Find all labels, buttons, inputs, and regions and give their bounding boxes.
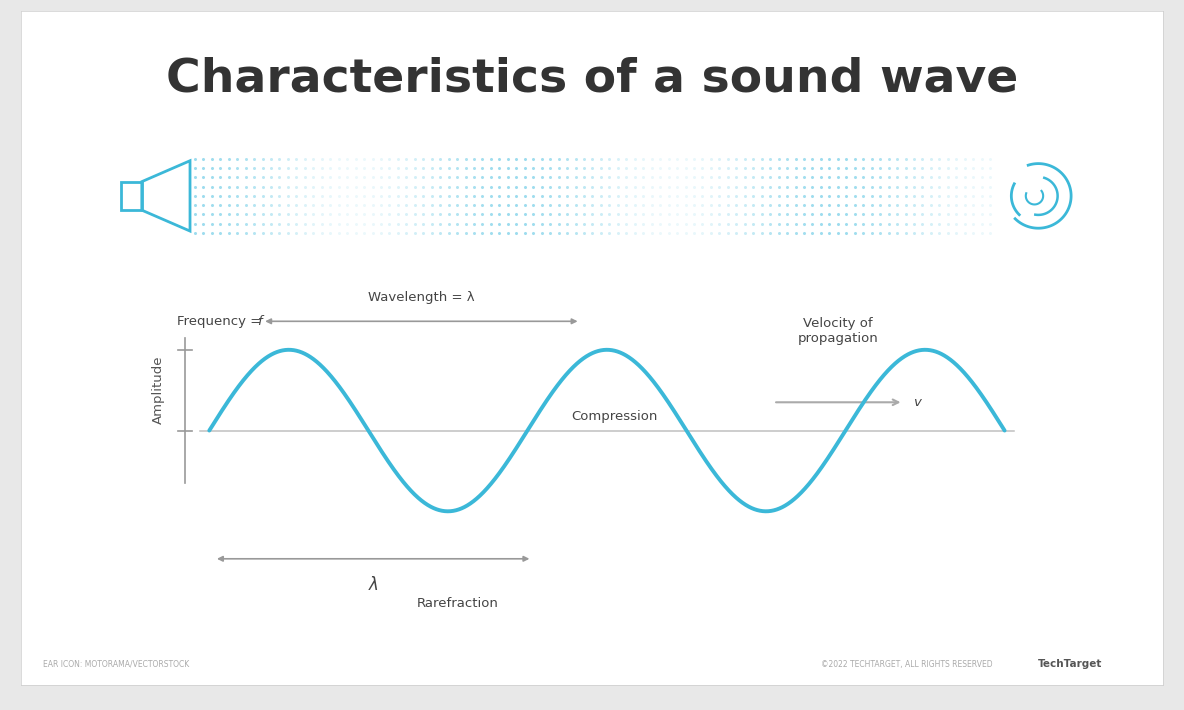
Text: v: v <box>913 395 921 409</box>
Text: EAR ICON: MOTORAMA/VECTORSTOCK: EAR ICON: MOTORAMA/VECTORSTOCK <box>43 660 188 669</box>
Bar <box>121 182 142 210</box>
Text: f: f <box>257 315 262 328</box>
Text: λ: λ <box>368 576 378 594</box>
Text: ©2022 TECHTARGET, ALL RIGHTS RESERVED: ©2022 TECHTARGET, ALL RIGHTS RESERVED <box>822 660 993 669</box>
Text: Characteristics of a sound wave: Characteristics of a sound wave <box>166 57 1018 102</box>
Text: Compression: Compression <box>571 410 657 422</box>
Text: TechTarget: TechTarget <box>1038 660 1102 670</box>
Text: Wavelength = λ: Wavelength = λ <box>368 291 475 304</box>
Text: Frequency =: Frequency = <box>178 315 266 328</box>
Text: Velocity of
propagation: Velocity of propagation <box>798 317 879 345</box>
Text: Rarefraction: Rarefraction <box>417 597 498 610</box>
Text: Amplitude: Amplitude <box>152 356 165 425</box>
